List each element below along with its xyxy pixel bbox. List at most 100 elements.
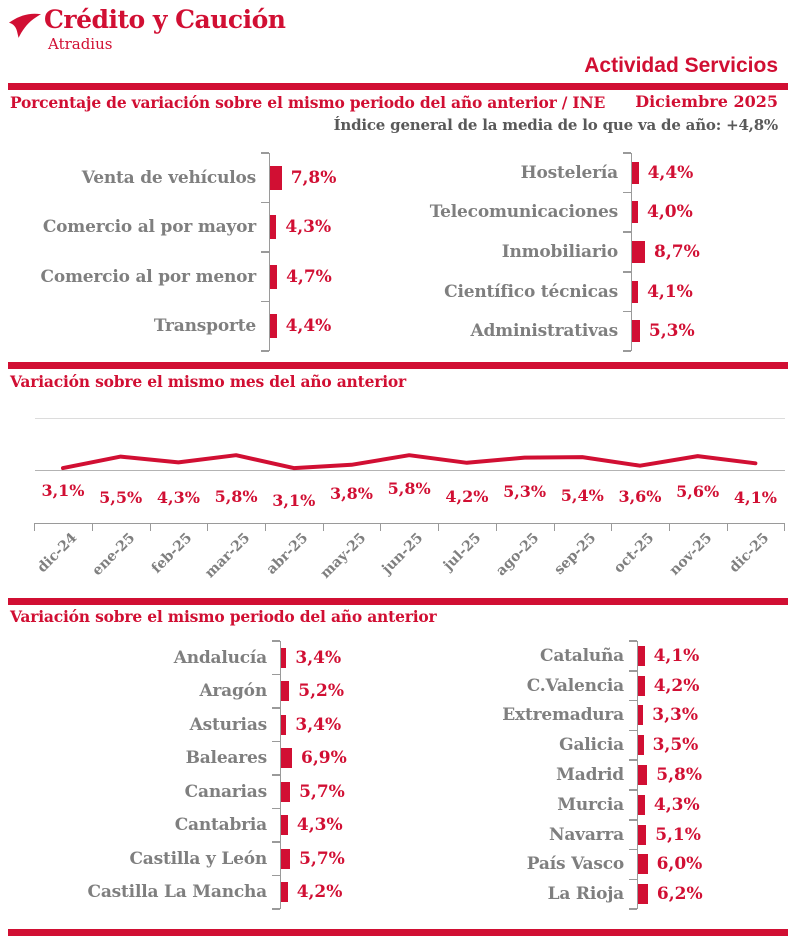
brand-name: Crédito y Caución — [44, 5, 286, 34]
category-label: Baleares — [185, 748, 268, 769]
category-label: La Rioja — [547, 884, 625, 905]
bar — [281, 815, 288, 836]
bar-plot: 4,0% — [623, 191, 786, 233]
value-label: 3,4% — [295, 714, 342, 735]
bar-plot: 7,8% — [261, 152, 390, 203]
brand-subname: Atradius — [48, 35, 113, 53]
value-label: 5,1% — [655, 824, 701, 845]
index-note: Índice general de la media de lo que va … — [333, 116, 779, 134]
bar — [281, 681, 290, 702]
point-value-label: 5,5% — [99, 488, 143, 507]
value-label: 4,0% — [647, 202, 693, 223]
bar — [270, 264, 278, 289]
divider-bar — [8, 598, 788, 605]
bar — [632, 201, 638, 224]
gridline-top — [35, 418, 785, 419]
section3-title: Variación sobre el mismo periodo del año… — [10, 607, 437, 626]
bar-plot: 4,3% — [272, 807, 390, 842]
divider-bar — [8, 929, 788, 936]
point-value-label: 5,4% — [560, 486, 604, 505]
axis-tick — [438, 523, 440, 531]
bar-plot: 3,4% — [272, 707, 390, 742]
bar-plot: 4,1% — [623, 271, 786, 312]
line-chart-svg — [61, 453, 758, 471]
category-label: C.Valencia — [526, 675, 624, 696]
bar-plot: 6,9% — [272, 740, 390, 775]
category-label: Canarias — [184, 781, 268, 802]
point-value-label: 3,1% — [272, 491, 316, 510]
category-label: Cataluña — [539, 645, 624, 666]
point-value-label: 4,1% — [733, 488, 777, 507]
bar-plot: 5,8% — [629, 759, 786, 790]
bar-plot: 4,4% — [623, 152, 786, 193]
bar — [632, 320, 640, 343]
category-label: País Vasco — [526, 854, 624, 875]
point-value-label: 3,6% — [618, 487, 662, 506]
category-label: Castilla y León — [129, 848, 267, 869]
value-label: 4,4% — [647, 162, 694, 183]
value-label: 5,8% — [656, 765, 703, 786]
value-label: 4,1% — [647, 281, 693, 302]
x-axis-line — [35, 523, 785, 524]
axis-tick — [668, 523, 670, 531]
sector-bar-chart-left: Venta de vehículos 7,8% Comercio al por ma… — [10, 152, 390, 352]
axis-tick — [322, 523, 324, 531]
category-label: Telecomunicaciones — [429, 202, 619, 223]
bar-plot: 5,2% — [272, 673, 390, 708]
bar — [638, 735, 644, 756]
region-bar-chart-left: Andalucía 3,4% Aragón 5,2% Asturias 3,4% Balea… — [10, 640, 390, 910]
bar-plot: 4,4% — [261, 300, 390, 352]
bar — [638, 675, 645, 696]
axis-tick — [553, 523, 555, 531]
bar — [632, 161, 639, 184]
value-label: 6,0% — [656, 854, 703, 875]
bar — [270, 314, 277, 339]
point-value-label: 5,3% — [503, 482, 547, 501]
value-label: 4,2% — [653, 675, 700, 696]
value-label: 7,8% — [290, 167, 337, 188]
axis-tick — [207, 523, 209, 531]
category-label: Administrativas — [470, 321, 618, 342]
data-line — [61, 453, 758, 471]
bar — [638, 705, 644, 726]
value-label: 6,2% — [656, 884, 703, 905]
category-label: Inmobiliario — [501, 241, 618, 262]
divider-bar — [8, 83, 788, 90]
axis-tick — [34, 523, 36, 531]
value-label: 5,3% — [648, 321, 695, 342]
bar-plot: 5,1% — [629, 819, 786, 850]
bar — [270, 215, 277, 240]
category-label: Transporte — [153, 316, 256, 337]
category-label: Andalucía — [173, 647, 267, 668]
value-label: 5,7% — [299, 848, 345, 869]
category-label: Hostelería — [520, 162, 619, 183]
category-label: Extremadura — [502, 705, 624, 726]
monthly-line-chart: 3,1% 5,5% 4,3% 5,8% 3,1% 3,8% 5,8% 4,2% 5,3% 5,4%… — [10, 400, 786, 595]
value-label: 4,2% — [296, 882, 343, 903]
value-label: 6,9% — [301, 748, 347, 769]
bar-plot: 6,0% — [629, 848, 786, 880]
period-label: Diciembre 2025 — [635, 92, 778, 111]
category-label: Asturias — [189, 714, 268, 735]
category-label: Comercio al por menor — [40, 266, 257, 287]
bar — [632, 240, 645, 263]
axis-tick — [149, 523, 151, 531]
point-value-label: 5,6% — [676, 482, 720, 501]
section1-title: Porcentaje de variación sobre el mismo p… — [10, 93, 606, 112]
bar — [281, 647, 287, 668]
category-label: Navarra — [549, 824, 624, 845]
bar — [638, 794, 645, 815]
point-value-label: 5,8% — [214, 487, 258, 506]
page-title: Actividad Servicios — [584, 54, 778, 77]
value-label: 4,3% — [285, 217, 332, 238]
bar-plot: 3,3% — [629, 699, 786, 731]
bar-plot: 4,2% — [629, 670, 786, 701]
bar — [281, 781, 291, 802]
axis-tick — [91, 523, 93, 531]
category-label: Galicia — [559, 735, 624, 756]
bar-plot: 3,4% — [272, 640, 390, 675]
value-label: 3,4% — [295, 647, 342, 668]
value-label: 8,7% — [654, 241, 700, 262]
bar-plot: 5,7% — [272, 841, 390, 876]
